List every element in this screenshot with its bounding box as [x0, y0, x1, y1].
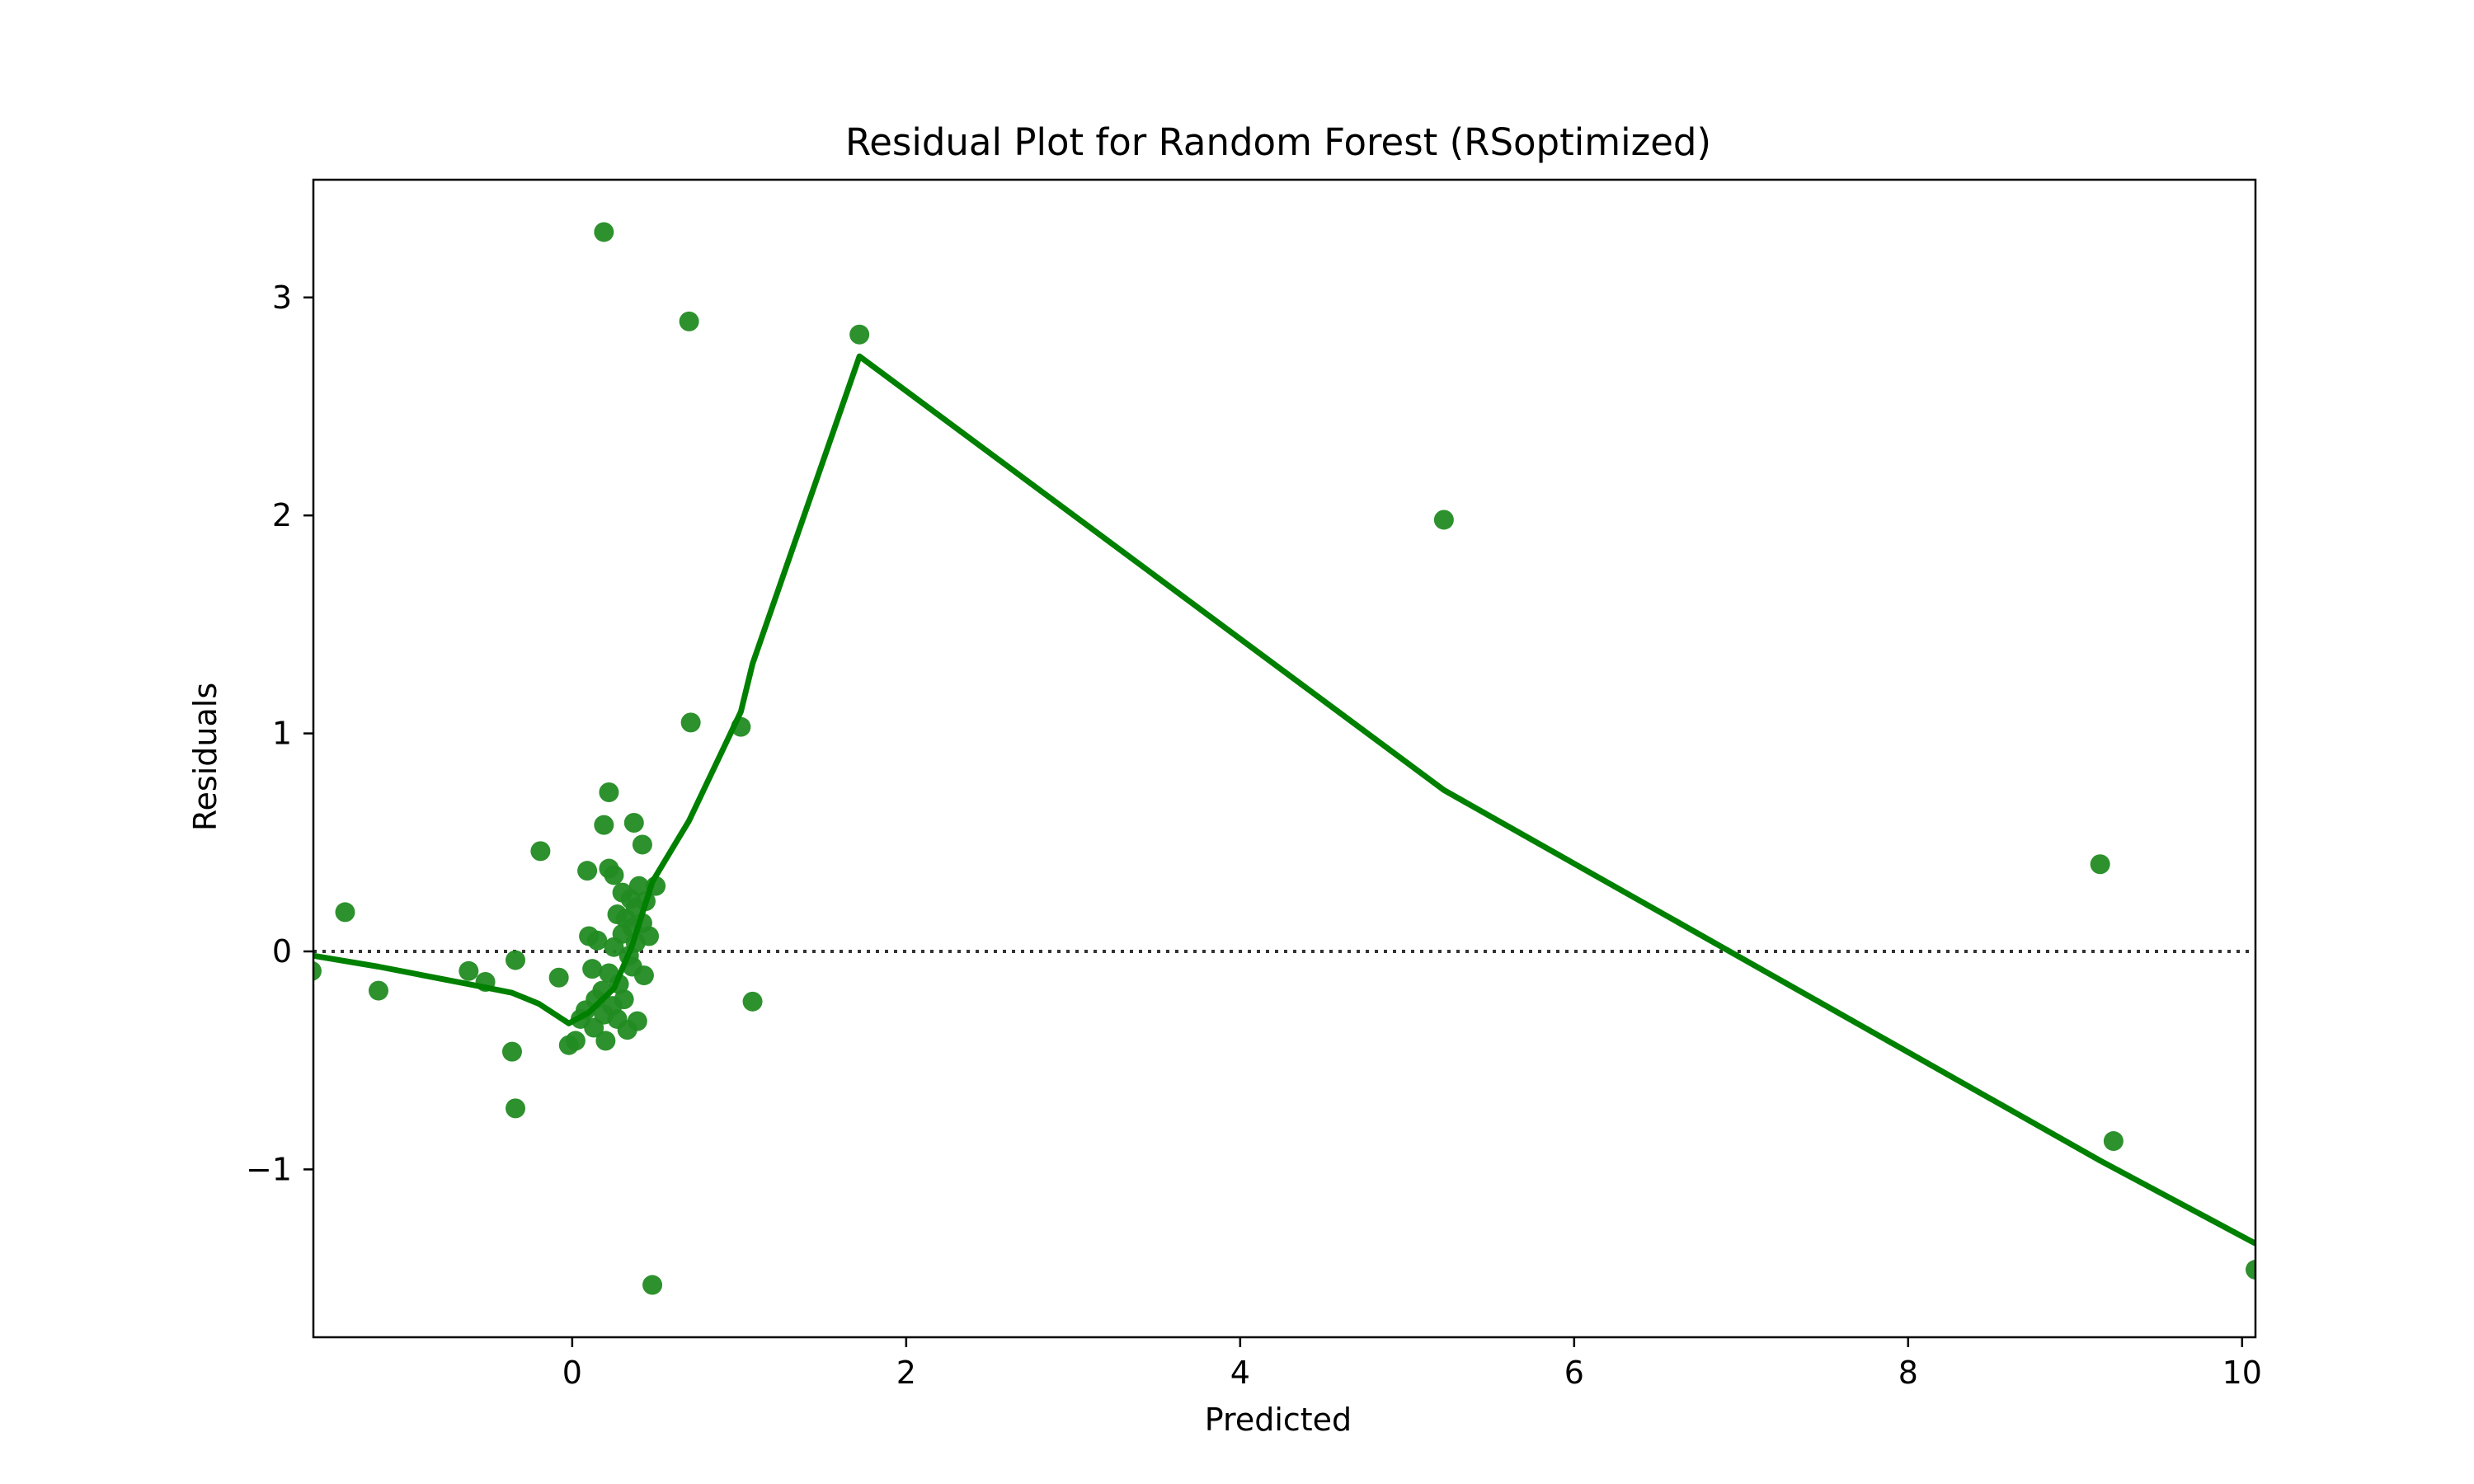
residual-point	[368, 980, 388, 1001]
residual-point	[849, 324, 870, 345]
residual-point	[548, 967, 569, 988]
plot-frame	[312, 178, 2257, 1339]
residual-point	[335, 902, 355, 923]
residual-point	[642, 1275, 663, 1295]
residual-point	[506, 1098, 526, 1119]
x-tick-label: 8	[1898, 1355, 1918, 1391]
y-tick-label: 1	[272, 716, 292, 752]
residual-point	[577, 861, 598, 881]
residual-point	[599, 782, 619, 802]
residual-point	[742, 991, 763, 1012]
residual-point	[1433, 510, 1454, 530]
plot-marks	[313, 222, 2255, 1295]
residual-point	[2103, 1131, 2124, 1152]
x-tick-label: 6	[1564, 1355, 1584, 1391]
residual-point	[594, 815, 614, 835]
residual-point	[594, 222, 614, 242]
residual-point	[679, 311, 699, 331]
residual-point	[506, 950, 526, 970]
residual-point	[582, 959, 603, 979]
plot-area	[313, 222, 2255, 1295]
residual-point	[2246, 1260, 2255, 1280]
y-axis-ticks: −1 0 1 2 3	[246, 279, 313, 1187]
x-axis-ticks: 0 2 4 6 8 10	[562, 1337, 2262, 1391]
y-tick-label: 2	[272, 497, 292, 533]
y-tick-label: 0	[272, 933, 292, 970]
x-tick-label: 2	[896, 1355, 916, 1391]
chart-title: Residual Plot for Random Forest (RSoptim…	[845, 120, 1711, 164]
residual-point	[604, 937, 624, 957]
residual-point	[558, 1035, 579, 1055]
residual-point	[587, 930, 608, 951]
x-tick-label: 0	[562, 1355, 582, 1391]
residual-point	[623, 813, 644, 833]
residual-point	[2090, 854, 2110, 875]
residual-point	[501, 1041, 522, 1062]
x-tick-label: 10	[2222, 1355, 2262, 1391]
residual-point	[604, 865, 624, 885]
residual-point	[584, 1017, 604, 1038]
residual-point	[632, 834, 652, 855]
residual-point	[530, 841, 551, 862]
residual-point	[680, 712, 701, 733]
y-axis-label: Residuals	[187, 683, 223, 831]
x-axis-label: Predicted	[1205, 1402, 1352, 1438]
lowess-line	[313, 353, 2255, 1247]
y-tick-label: −1	[246, 1151, 292, 1187]
residual-point	[459, 960, 479, 981]
residual-point	[617, 1020, 637, 1040]
y-tick-label: 3	[272, 279, 292, 316]
residual-point	[595, 1031, 616, 1051]
residual-point	[313, 960, 322, 981]
x-tick-label: 4	[1230, 1355, 1250, 1391]
